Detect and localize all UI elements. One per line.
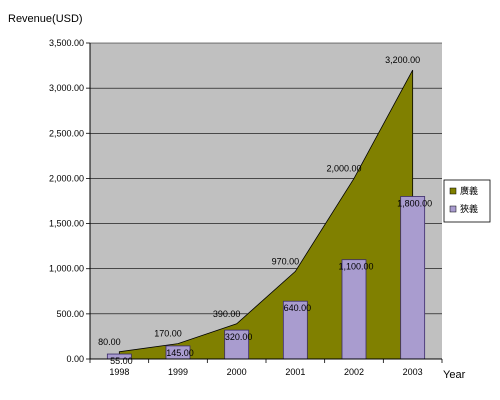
- y-tick-label: 1,500.00: [49, 219, 84, 229]
- y-tick-label: 2,500.00: [49, 128, 84, 138]
- y-tick-label: 0.00: [66, 354, 84, 364]
- y-tick-label: 2,000.00: [49, 173, 84, 183]
- y-tick-label: 500.00: [56, 309, 84, 319]
- bar: [341, 259, 367, 360]
- data-labels: 80.00 170.00 390.00 970.00 2,000.00 3,200.00 5…: [98, 55, 432, 366]
- legend: 廣義 狹義: [443, 179, 491, 223]
- x-tick-label: 2001: [285, 367, 305, 377]
- legend-label-bar: 狹義: [460, 203, 478, 214]
- x-tick-label: 1998: [109, 367, 129, 377]
- legend-box: [443, 179, 491, 223]
- legend-label-area: 廣義: [460, 185, 478, 196]
- y-tick-label: 3,000.00: [49, 83, 84, 93]
- x-tick-label: 2000: [227, 367, 247, 377]
- bar-data-label: 1,100.00: [338, 262, 373, 272]
- x-tick-label: 2003: [403, 367, 423, 377]
- area-data-label: 80.00: [98, 337, 121, 347]
- x-tick-label: 2002: [344, 367, 364, 377]
- y-tick-label: 1,000.00: [49, 264, 84, 274]
- bar-data-label: 640.00: [284, 303, 312, 313]
- bar-series: [106, 196, 426, 360]
- legend-swatch-bar: [449, 205, 457, 213]
- y-tick-label: 3,500.00: [49, 38, 84, 48]
- gridlines: [90, 42, 442, 315]
- x-tick-label: 1999: [168, 367, 188, 377]
- area-data-label: 2,000.00: [326, 163, 361, 173]
- bar-data-label: 1,800.00: [397, 198, 432, 208]
- legend-swatch-area: [449, 187, 457, 195]
- area-data-label: 3,200.00: [385, 55, 420, 65]
- bar: [400, 196, 426, 360]
- area-data-label: 970.00: [272, 256, 300, 266]
- bar-data-label: 320.00: [225, 332, 253, 342]
- area-data-label: 390.00: [213, 309, 241, 319]
- axes: 0.00 500.00 1,000.00 1,500.00 2,000.00 2,500.…: [49, 38, 443, 377]
- area-data-label: 170.00: [154, 329, 182, 339]
- x-axis-title: Year: [443, 369, 466, 381]
- bar-data-label: 55.00: [110, 356, 133, 366]
- bar-data-label: 145.00: [166, 348, 194, 358]
- y-axis-title: Revenue(USD): [8, 13, 83, 25]
